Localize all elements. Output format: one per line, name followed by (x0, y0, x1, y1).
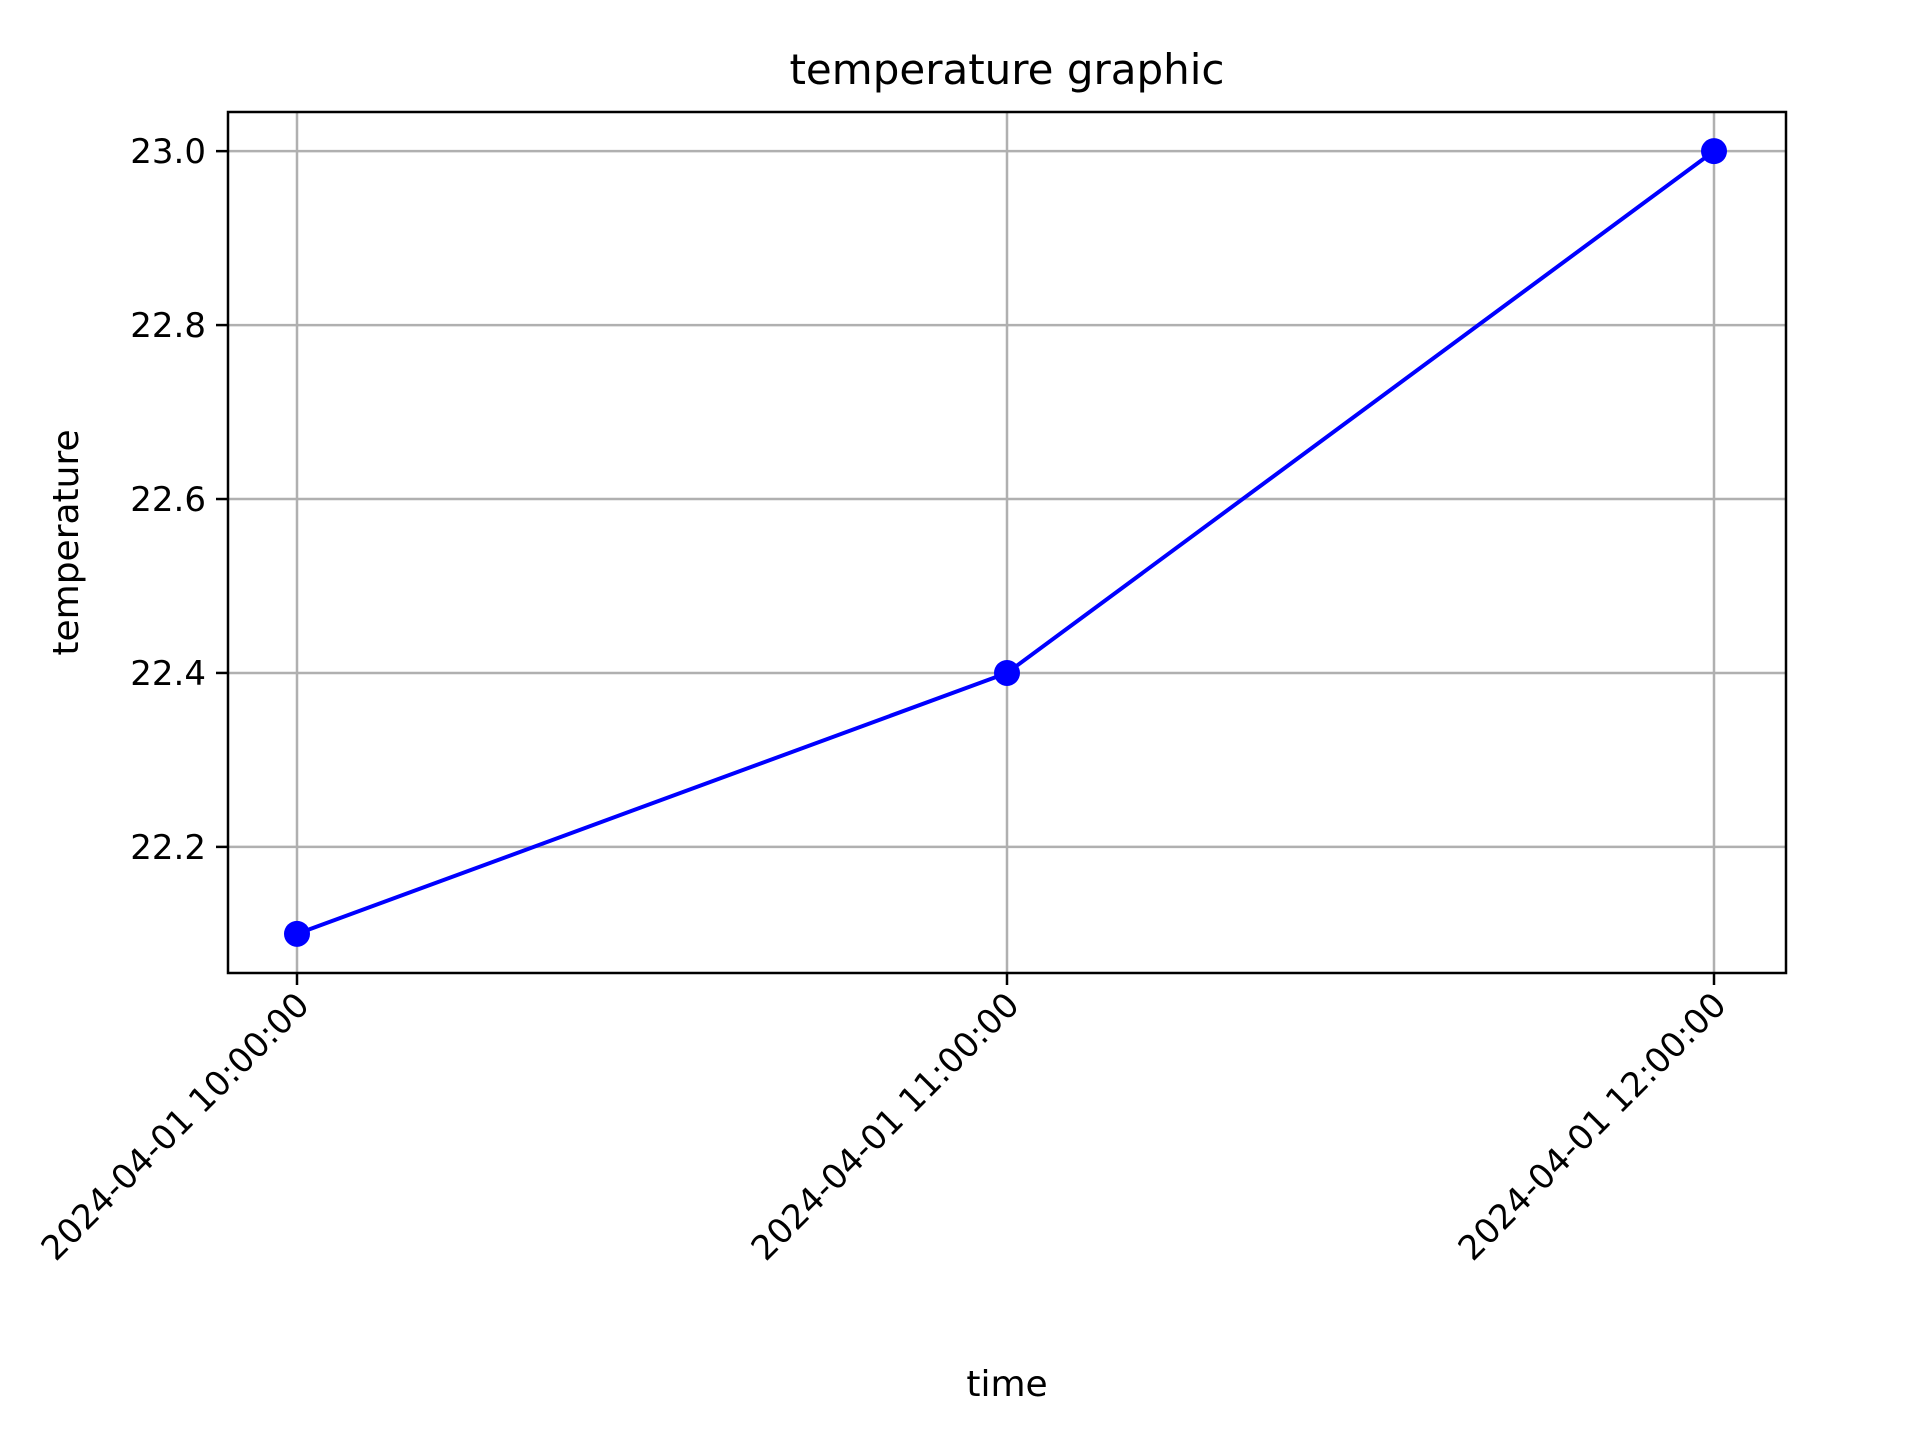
x-axis-label: time (966, 1364, 1047, 1405)
series-line (296, 149, 1716, 936)
y-tick-label: 22.2 (130, 828, 206, 868)
grid-layer (228, 112, 1786, 973)
y-tick-label: 22.4 (130, 654, 206, 694)
y-tick-label: 22.6 (130, 480, 206, 520)
data-point (284, 920, 310, 947)
y-axis-label: temperature (46, 429, 87, 655)
series-layer (284, 138, 1727, 947)
x-tick-label: 2024-04-01 11:00:00 (744, 985, 1028, 1269)
chart-title: temperature graphic (789, 45, 1224, 94)
x-tick-label: 2024-04-01 12:00:00 (1451, 985, 1735, 1269)
y-tick-label: 22.8 (130, 306, 206, 346)
tick-layer: 2024-04-01 10:00:00 2024-04-01 11:00:00 20… (34, 132, 1735, 1269)
y-tick-label: 23.0 (130, 132, 206, 172)
data-point (1701, 138, 1727, 165)
data-point (994, 659, 1020, 686)
x-tick-label: 2024-04-01 10:00:00 (34, 985, 318, 1269)
